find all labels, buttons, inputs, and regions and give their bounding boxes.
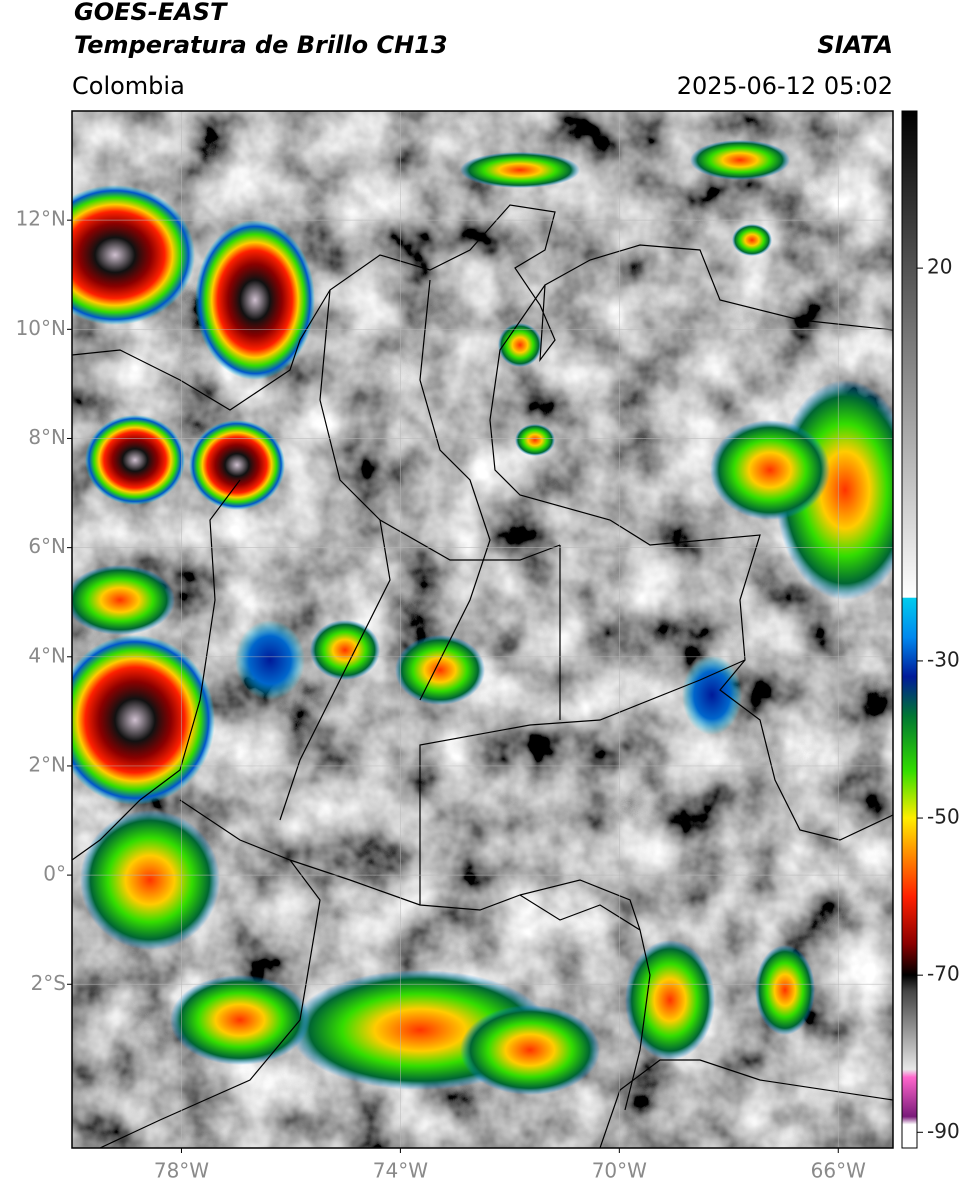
cell — [72, 565, 175, 635]
y-tick-label: 8°N — [28, 425, 66, 449]
cell — [515, 424, 555, 456]
colorbar-tick-label: -30 — [927, 647, 960, 671]
cell — [395, 635, 485, 705]
y-tick-label: 6°N — [28, 534, 66, 558]
storm — [72, 635, 215, 805]
cell — [682, 655, 742, 735]
x-tick-label: 74°W — [373, 1159, 428, 1183]
y-tick-label: 2°N — [28, 752, 66, 776]
title: GOES-EAST — [74, 0, 228, 26]
y-tick-label: 0° — [43, 862, 66, 886]
colorbar-tick-label: -90 — [927, 1119, 960, 1143]
cell — [170, 975, 310, 1065]
satellite-image — [72, 111, 893, 1148]
colorbar-tick-label: 20 — [927, 255, 952, 279]
cell — [460, 1005, 600, 1095]
cell — [235, 620, 305, 700]
colorbar-tick-label: -50 — [927, 805, 960, 829]
cell — [460, 152, 580, 188]
colorbar-tick-label: -70 — [927, 962, 960, 986]
y-tick-label: 12°N — [16, 207, 66, 231]
cell — [690, 140, 790, 180]
storm — [195, 220, 315, 380]
map-frame — [71, 110, 894, 1149]
subtitle: Temperatura de Brillo CH13 — [74, 31, 448, 59]
datetime: 2025-06-12 05:02 — [677, 72, 893, 100]
borders — [72, 204, 893, 1148]
region: Colombia — [72, 72, 185, 100]
x-tick-label: 78°W — [154, 1159, 209, 1183]
y-tick-label: 4°N — [28, 643, 66, 667]
cell — [80, 810, 220, 950]
x-tick-label: 70°W — [592, 1159, 647, 1183]
y-tick-label: 2°S — [31, 971, 66, 995]
colorbar — [901, 110, 918, 1149]
cell — [732, 224, 772, 256]
x-tick-label: 66°W — [811, 1159, 866, 1183]
cell — [755, 945, 815, 1035]
cell — [710, 420, 830, 520]
cell — [625, 940, 715, 1060]
y-tick-label: 10°N — [16, 316, 66, 340]
storm — [189, 420, 285, 510]
cell — [498, 323, 542, 367]
source: SIATA — [817, 31, 893, 59]
storm — [85, 415, 185, 505]
